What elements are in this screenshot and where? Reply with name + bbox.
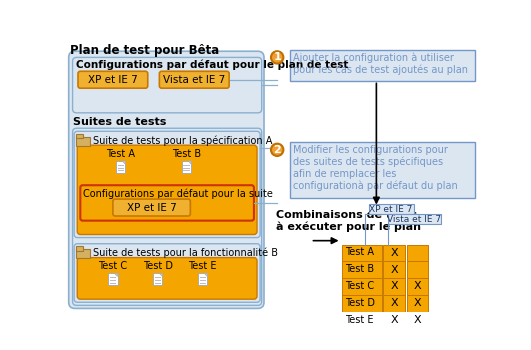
- Bar: [289, 142, 475, 197]
- Bar: [407, 245, 429, 261]
- Text: Test E: Test E: [345, 315, 373, 324]
- Bar: [407, 295, 429, 312]
- Text: Test C: Test C: [98, 261, 127, 272]
- Text: Vista et IE 7: Vista et IE 7: [387, 215, 441, 224]
- Text: X: X: [390, 265, 398, 274]
- Bar: [383, 245, 405, 261]
- Bar: [407, 261, 429, 278]
- Polygon shape: [204, 273, 208, 276]
- Polygon shape: [122, 161, 125, 164]
- Bar: [108, 273, 117, 285]
- Bar: [341, 278, 382, 295]
- Polygon shape: [159, 273, 162, 276]
- Text: X: X: [414, 281, 421, 292]
- Text: Suite de tests pour la fonctionnalité B: Suite de tests pour la fonctionnalité B: [93, 247, 278, 258]
- Text: 2: 2: [273, 145, 281, 155]
- Text: Vista et IE 7: Vista et IE 7: [163, 75, 225, 85]
- Text: X: X: [390, 247, 398, 258]
- Text: Plan de test pour Bêta: Plan de test pour Bêta: [70, 43, 219, 57]
- Bar: [341, 261, 382, 278]
- FancyBboxPatch shape: [77, 258, 257, 299]
- Text: Test E: Test E: [189, 261, 217, 272]
- Bar: [407, 278, 429, 295]
- Bar: [76, 249, 90, 258]
- Polygon shape: [114, 273, 117, 276]
- Text: Test A: Test A: [345, 247, 374, 257]
- FancyBboxPatch shape: [78, 71, 148, 88]
- Text: Combinaisons de tests
à exécuter pour le plan: Combinaisons de tests à exécuter pour le…: [276, 210, 421, 232]
- Bar: [153, 273, 162, 285]
- Text: Test B: Test B: [172, 149, 201, 159]
- Text: Configurations par défaut pour le plan de test: Configurations par défaut pour le plan d…: [76, 60, 348, 70]
- Bar: [383, 295, 405, 312]
- Text: Test C: Test C: [345, 281, 374, 291]
- Bar: [341, 312, 382, 328]
- Bar: [388, 214, 441, 224]
- Text: Ajouter la configuration à utiliser
pour les cas de test ajoutés au plan: Ajouter la configuration à utiliser pour…: [293, 53, 468, 76]
- Bar: [76, 137, 90, 146]
- Text: X: X: [414, 299, 421, 308]
- Bar: [369, 204, 414, 215]
- Bar: [341, 245, 382, 261]
- Text: Test D: Test D: [345, 298, 374, 308]
- Text: Modifier les configurations pour
des suites de tests spécifiques
afin de remplac: Modifier les configurations pour des sui…: [293, 145, 457, 191]
- Text: XP et IE 7: XP et IE 7: [127, 203, 176, 212]
- FancyBboxPatch shape: [73, 128, 262, 305]
- Text: Test D: Test D: [143, 261, 173, 272]
- Bar: [76, 246, 83, 251]
- Text: Test B: Test B: [345, 264, 374, 274]
- FancyBboxPatch shape: [74, 244, 260, 302]
- Text: X: X: [390, 315, 398, 326]
- FancyBboxPatch shape: [113, 199, 191, 216]
- Circle shape: [271, 51, 284, 64]
- Text: Suites de tests: Suites de tests: [73, 117, 166, 127]
- Bar: [198, 273, 208, 285]
- Polygon shape: [188, 161, 191, 164]
- Text: 1: 1: [273, 52, 281, 62]
- FancyBboxPatch shape: [74, 131, 260, 238]
- Circle shape: [271, 144, 284, 156]
- Bar: [407, 312, 429, 328]
- FancyBboxPatch shape: [159, 71, 229, 88]
- FancyBboxPatch shape: [77, 145, 257, 234]
- Text: Suite de tests pour la spécification A: Suite de tests pour la spécification A: [93, 135, 272, 146]
- Text: X: X: [390, 281, 398, 292]
- Bar: [383, 312, 405, 328]
- Bar: [289, 50, 475, 80]
- FancyBboxPatch shape: [80, 185, 254, 220]
- Bar: [383, 278, 405, 295]
- Text: Test A: Test A: [106, 149, 135, 159]
- FancyBboxPatch shape: [68, 51, 264, 308]
- Bar: [76, 134, 83, 138]
- Bar: [341, 295, 382, 312]
- Text: X: X: [390, 299, 398, 308]
- Bar: [182, 161, 191, 173]
- Text: X: X: [414, 315, 421, 326]
- Bar: [383, 261, 405, 278]
- Bar: [116, 161, 125, 173]
- Text: XP et IE 7: XP et IE 7: [370, 205, 413, 214]
- Text: Configurations par défaut pour la suite: Configurations par défaut pour la suite: [83, 188, 273, 199]
- FancyBboxPatch shape: [73, 57, 262, 113]
- Text: XP et IE 7: XP et IE 7: [88, 75, 138, 85]
